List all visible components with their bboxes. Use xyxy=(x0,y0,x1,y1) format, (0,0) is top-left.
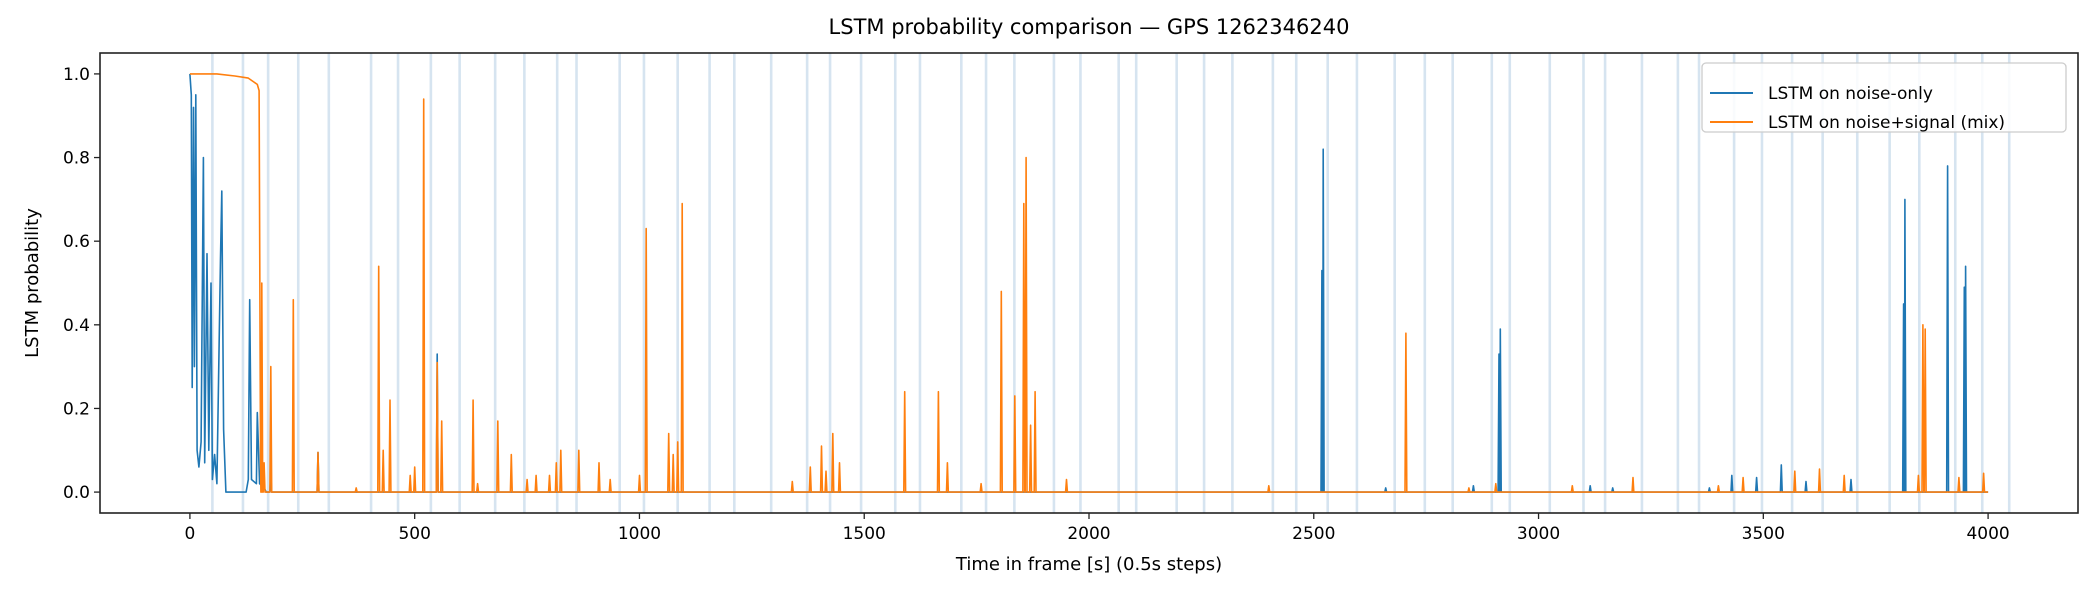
y-tick-label: 0.8 xyxy=(63,149,90,169)
y-axis: 0.0 0.2 0.4 0.6 0.8 1.0 xyxy=(63,65,100,503)
x-tick-label: 500 xyxy=(398,524,430,544)
x-tick-label: 2000 xyxy=(1067,524,1110,544)
x-axis: 0 500 1000 1500 2000 2500 3000 3500 4000 xyxy=(184,513,2010,544)
x-tick-label: 1500 xyxy=(843,524,886,544)
y-tick-label: 0.2 xyxy=(63,399,90,419)
x-tick-label: 1000 xyxy=(618,524,661,544)
chart-title: LSTM probability comparison — GPS 126234… xyxy=(829,15,1350,39)
x-tick-label: 2500 xyxy=(1292,524,1335,544)
series-lines xyxy=(189,73,1989,493)
x-tick-label: 3000 xyxy=(1517,524,1560,544)
y-tick-label: 0.6 xyxy=(63,232,90,252)
legend: LSTM on noise-only LSTM on noise+signal … xyxy=(1701,62,2067,133)
x-axis-label: Time in frame [s] (0.5s steps) xyxy=(955,554,1222,575)
legend-label-mix: LSTM on noise+signal (mix) xyxy=(1768,113,2005,133)
series-line-mix xyxy=(189,73,1989,493)
x-tick-label: 3500 xyxy=(1742,524,1785,544)
legend-label-noise-only: LSTM on noise-only xyxy=(1768,84,1933,104)
legend-box xyxy=(1701,62,2067,133)
x-tick-label: 4000 xyxy=(1966,524,2009,544)
y-axis-label: LSTM probability xyxy=(22,208,43,358)
y-tick-label: 0.4 xyxy=(63,316,90,336)
vertical-markers xyxy=(211,53,2011,513)
x-tick-label: 0 xyxy=(184,524,195,544)
y-tick-label: 1.0 xyxy=(63,65,90,85)
y-tick-label: 0.0 xyxy=(63,483,90,503)
